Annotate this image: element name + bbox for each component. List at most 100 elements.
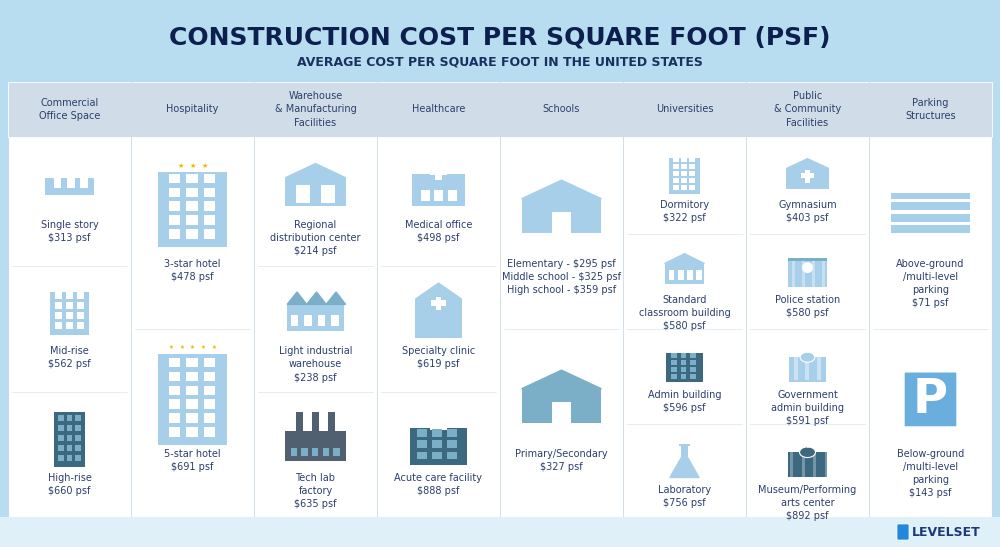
Bar — [669, 158, 700, 194]
Bar — [690, 367, 696, 371]
Bar — [75, 445, 81, 451]
Text: Public
& Community
Facilities: Public & Community Facilities — [774, 91, 841, 127]
Bar — [786, 168, 829, 189]
Bar — [186, 399, 198, 409]
Bar — [204, 188, 215, 197]
Bar — [448, 190, 457, 201]
Bar — [77, 312, 84, 319]
Polygon shape — [522, 370, 601, 389]
Bar — [689, 178, 695, 183]
Bar — [522, 199, 601, 234]
FancyBboxPatch shape — [904, 372, 957, 427]
Text: Standard
classroom building
$580 psf: Standard classroom building $580 psf — [639, 295, 730, 331]
Bar — [291, 448, 297, 456]
Bar — [673, 185, 679, 190]
Bar — [891, 194, 970, 234]
Bar — [671, 374, 677, 379]
Text: CONSTRUCTION COST PER SQUARE FOOT (PSF): CONSTRUCTION COST PER SQUARE FOOT (PSF) — [169, 25, 831, 49]
Text: ★: ★ — [169, 345, 174, 350]
Bar — [805, 170, 810, 183]
Bar — [435, 164, 442, 179]
Text: 3-star hotel
$478 psf: 3-star hotel $478 psf — [164, 259, 221, 282]
Text: Parking
Structures: Parking Structures — [905, 98, 956, 121]
Text: LEVELSET: LEVELSET — [912, 526, 981, 538]
Text: Police station
$580 psf: Police station $580 psf — [775, 295, 840, 318]
Bar — [186, 427, 198, 437]
Text: ★: ★ — [179, 345, 184, 350]
Bar — [415, 299, 462, 338]
Bar — [169, 174, 180, 183]
Bar — [891, 222, 970, 225]
Bar — [0, 523, 1000, 547]
Polygon shape — [522, 180, 601, 199]
Text: Regional
distribution center
$214 psf: Regional distribution center $214 psf — [270, 219, 361, 256]
Text: Admin building
$596 psf: Admin building $596 psf — [648, 390, 721, 413]
Bar — [54, 411, 85, 467]
Bar — [45, 178, 94, 195]
Bar — [328, 411, 335, 431]
Bar — [789, 357, 826, 382]
Bar — [304, 315, 312, 325]
Bar — [169, 216, 180, 225]
Bar — [447, 452, 457, 459]
Polygon shape — [285, 164, 346, 178]
Bar — [681, 367, 686, 371]
Bar — [186, 201, 198, 211]
Circle shape — [803, 263, 812, 272]
Text: ★: ★ — [178, 163, 184, 169]
Bar — [802, 261, 805, 288]
Polygon shape — [415, 283, 462, 299]
Polygon shape — [326, 292, 346, 304]
Bar — [66, 312, 73, 319]
Bar — [186, 174, 198, 183]
Bar — [186, 188, 198, 197]
Bar — [67, 415, 72, 422]
Bar — [431, 300, 446, 306]
Bar — [186, 358, 198, 368]
Bar — [678, 270, 684, 280]
Bar — [291, 315, 298, 325]
Bar — [58, 415, 64, 422]
Bar — [169, 413, 180, 423]
Bar — [432, 452, 442, 459]
Text: 5-star hotel
$691 psf: 5-star hotel $691 psf — [164, 449, 221, 472]
Text: ★: ★ — [201, 345, 206, 350]
Text: ★: ★ — [211, 345, 216, 350]
Bar — [296, 411, 303, 431]
Bar — [75, 425, 81, 432]
Bar — [430, 423, 447, 430]
Bar — [681, 171, 687, 176]
Bar — [67, 425, 72, 432]
Bar — [681, 164, 687, 169]
Bar — [377, 82, 500, 137]
Bar — [285, 431, 346, 461]
Bar — [822, 261, 825, 288]
Text: ★: ★ — [190, 345, 195, 350]
Text: Specialty clinic
$619 psf: Specialty clinic $619 psf — [402, 346, 475, 369]
Bar — [169, 386, 180, 395]
Text: Warehouse
& Manufacturing
Facilities: Warehouse & Manufacturing Facilities — [275, 91, 356, 127]
Bar — [689, 158, 695, 162]
Bar — [689, 185, 695, 190]
Bar — [204, 386, 215, 395]
Bar — [58, 455, 64, 461]
Bar — [671, 353, 677, 358]
Ellipse shape — [800, 447, 815, 457]
Bar — [67, 178, 75, 188]
Bar — [689, 171, 695, 176]
Bar — [204, 399, 215, 409]
Bar — [77, 292, 84, 299]
Text: Above-ground
/multi-level
parking
$71 psf: Above-ground /multi-level parking $71 ps… — [896, 259, 965, 309]
Text: ★: ★ — [201, 163, 207, 169]
Bar — [169, 399, 180, 409]
Bar — [0, 525, 1000, 547]
Text: P: P — [913, 376, 948, 423]
Bar — [665, 264, 704, 283]
Bar — [169, 188, 180, 197]
Bar — [430, 168, 447, 175]
Bar — [666, 353, 703, 382]
Bar — [158, 172, 227, 247]
Bar — [318, 315, 325, 325]
Bar — [186, 386, 198, 395]
Bar — [681, 353, 686, 358]
